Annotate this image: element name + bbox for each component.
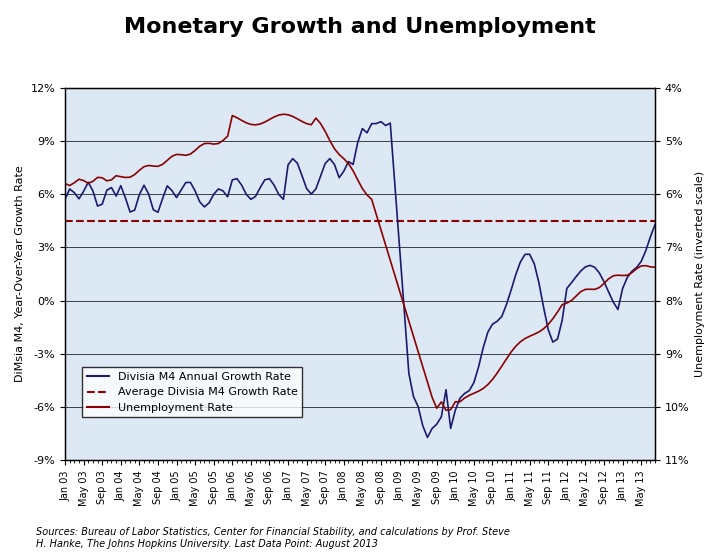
Y-axis label: Unemployment Rate (inverted scale): Unemployment Rate (inverted scale): [695, 171, 705, 377]
Y-axis label: DiMsia M4, Year-Over-Year Growth Rate: DiMsia M4, Year-Over-Year Growth Rate: [15, 166, 25, 382]
Text: Sources: Bureau of Labor Statistics, Center for Financial Stability, and calcula: Sources: Bureau of Labor Statistics, Cen…: [36, 527, 510, 549]
Legend: Divisia M4 Annual Growth Rate, Average Divisia M4 Growth Rate, Unemployment Rate: Divisia M4 Annual Growth Rate, Average D…: [82, 367, 302, 418]
Text: Monetary Growth and Unemployment: Monetary Growth and Unemployment: [124, 17, 596, 37]
